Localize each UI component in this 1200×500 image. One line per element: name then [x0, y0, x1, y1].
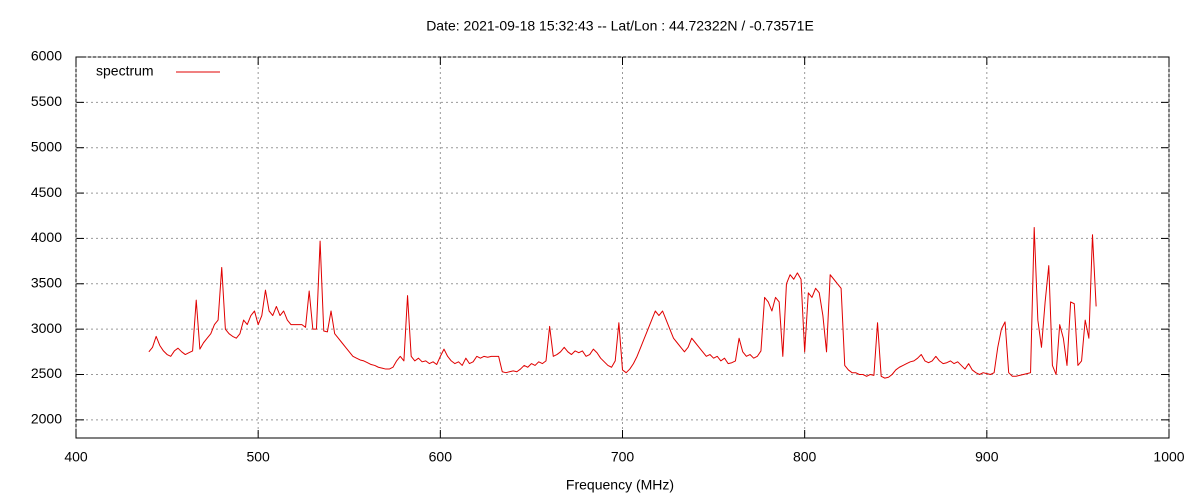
y-tick-label: 3500	[31, 274, 62, 290]
y-tick-label: 3000	[31, 320, 62, 336]
x-axis-label: Frequency (MHz)	[566, 477, 674, 493]
y-tick-label: 2500	[31, 365, 62, 381]
x-tick-label: 1000	[1153, 449, 1184, 465]
x-tick-label: 400	[64, 449, 88, 465]
y-tick-label: 4000	[31, 229, 62, 245]
x-tick-label: 600	[429, 449, 453, 465]
y-tick-label: 6000	[31, 48, 62, 64]
legend-label: spectrum	[96, 63, 154, 79]
x-tick-label: 800	[793, 449, 817, 465]
y-tick-label: 2000	[31, 411, 62, 427]
y-tick-label: 5000	[31, 138, 62, 154]
x-tick-label: 500	[246, 449, 270, 465]
x-tick-label: 700	[611, 449, 635, 465]
y-tick-label: 4500	[31, 184, 62, 200]
y-tick-label: 5500	[31, 93, 62, 109]
data-line	[148, 227, 1097, 379]
chart-title: Date: 2021-09-18 15:32:43 -- Lat/Lon : 4…	[426, 18, 814, 34]
x-tick-label: 900	[975, 449, 999, 465]
